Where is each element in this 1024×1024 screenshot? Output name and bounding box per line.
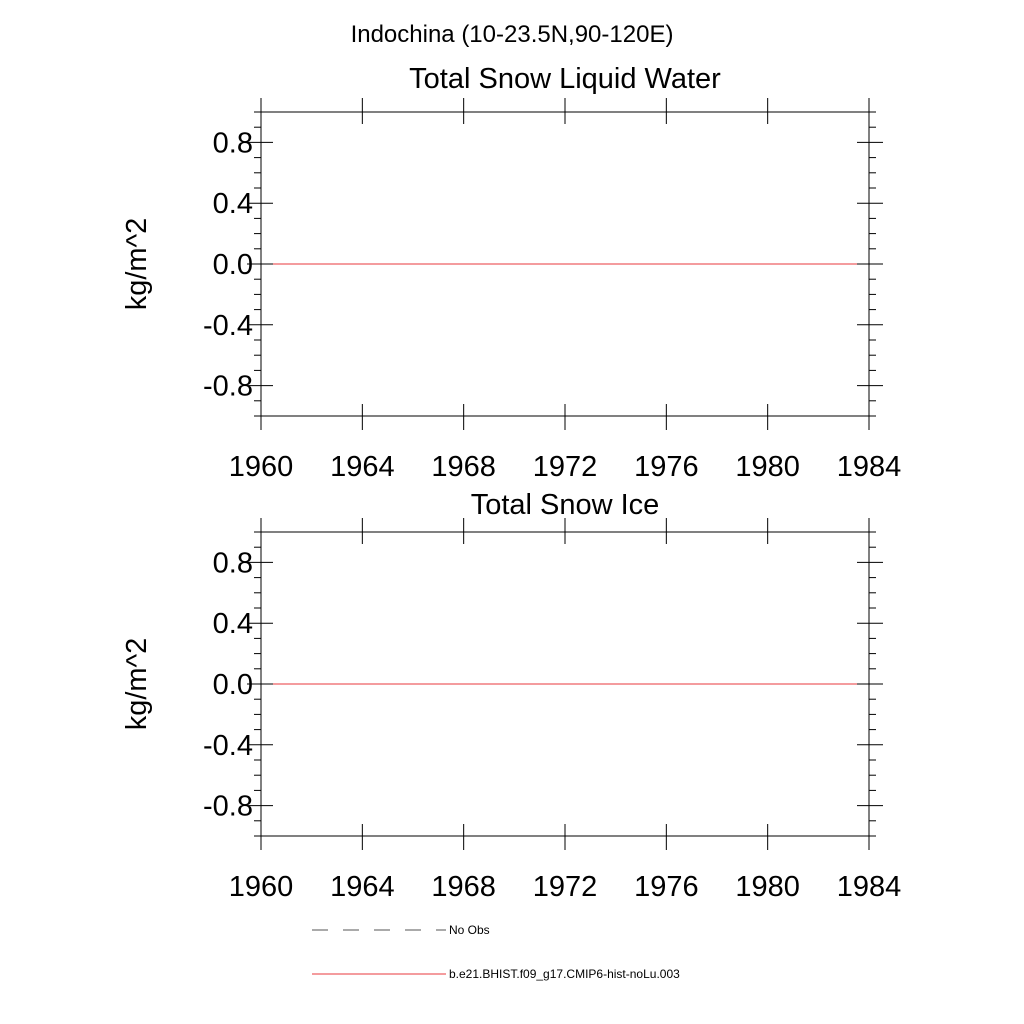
y-tick-label: 0.4 — [213, 188, 253, 220]
x-tick-label: 1960 — [229, 871, 294, 903]
x-tick-label: 1968 — [431, 871, 496, 903]
x-tick-label: 1964 — [330, 871, 395, 903]
y-tick-label: 0.4 — [213, 608, 253, 640]
chart-panel-snow-ice: Total Snow Ice kg/m^2 1960 1964 1968 1972 19… — [121, 489, 901, 903]
chart-panel-snow-liquid-water: Total Snow Liquid Water kg/m^2 1960 1964 1… — [121, 63, 901, 483]
y-tick-label: -0.8 — [203, 371, 253, 403]
x-tick-label: 1972 — [533, 451, 598, 483]
x-tick-label: 1984 — [837, 871, 902, 903]
y-tick-label: 0.8 — [213, 127, 253, 159]
x-tick-label: 1976 — [634, 871, 699, 903]
x-tick-label: 1964 — [330, 451, 395, 483]
x-tick-label: 1980 — [735, 871, 800, 903]
chart-title: Total Snow Liquid Water — [409, 63, 721, 95]
plot-area: 1960 1964 1968 1972 1976 1980 1984 0.8 0.4 0.0 -0.… — [203, 98, 901, 483]
y-tick-label: -0.4 — [203, 730, 253, 762]
y-axis-label: kg/m^2 — [121, 218, 153, 311]
plot-area: 1960 1964 1968 1972 1976 1980 1984 0.8 0.4 0.0 -0.… — [203, 518, 901, 903]
x-tick-label: 1976 — [634, 451, 699, 483]
legend-label: No Obs — [449, 923, 490, 937]
legend-label: b.e21.BHIST.f09_g17.CMIP6-hist-noLu.003 — [449, 967, 680, 981]
y-tick-label: -0.4 — [203, 310, 253, 342]
legend-entry-no-obs: No Obs — [312, 923, 490, 937]
x-tick-label: 1960 — [229, 451, 294, 483]
x-tick-label: 1984 — [837, 451, 902, 483]
x-tick-label: 1972 — [533, 871, 598, 903]
y-tick-label: -0.8 — [203, 791, 253, 823]
chart-title: Total Snow Ice — [471, 489, 660, 521]
x-tick-label: 1980 — [735, 451, 800, 483]
y-tick-label: 0.0 — [213, 249, 253, 281]
y-axis-label: kg/m^2 — [121, 638, 153, 731]
y-tick-label: 0.0 — [213, 669, 253, 701]
y-tick-label: 0.8 — [213, 547, 253, 579]
legend: No Obs b.e21.BHIST.f09_g17.CMIP6-hist-no… — [312, 923, 680, 981]
legend-entry-model-run: b.e21.BHIST.f09_g17.CMIP6-hist-noLu.003 — [312, 967, 680, 981]
figure-title: Indochina (10-23.5N,90-120E) — [351, 21, 674, 48]
x-tick-label: 1968 — [431, 451, 496, 483]
